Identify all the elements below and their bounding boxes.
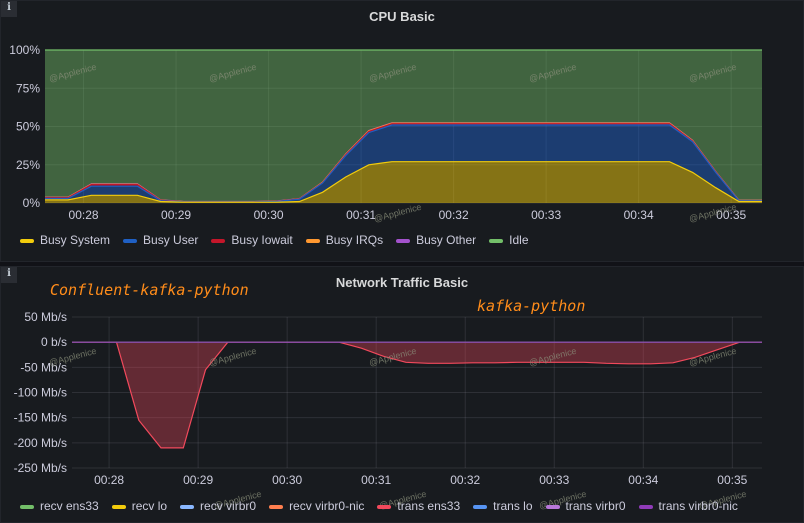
area-busy-user[interactable] [45,125,762,203]
legend-item[interactable]: Busy Iowait [211,233,293,247]
legend-label: Busy User [143,233,199,247]
y-tick-label: -150 Mb/s [14,411,67,425]
area-trans-ens33[interactable] [72,342,762,448]
area-busy-system[interactable] [45,161,762,203]
panel-title[interactable]: Network Traffic Basic [335,275,469,290]
y-tick-label: 100% [9,43,40,57]
legend-label: Busy Other [416,233,477,247]
line-busy-system[interactable] [45,161,762,203]
legend-label: Busy IRQs [325,233,384,247]
legend-item[interactable]: Busy System [20,233,110,247]
legend-swatch [123,238,138,243]
legend-label: recv ens33 [40,499,99,513]
legend-swatch [396,238,411,243]
x-tick-label: 00:30 [254,208,284,222]
y-tick-label: 0% [23,196,41,210]
x-tick-label: 00:31 [361,473,391,487]
legend-item[interactable]: Busy Other [396,233,476,247]
legend-item[interactable]: recv ens33 [20,499,99,513]
x-tick-label: 00:34 [624,208,654,222]
y-tick-label: 25% [16,158,40,172]
y-tick-label: 50% [16,120,40,134]
legend-item[interactable]: trans lo [473,499,533,513]
x-tick-label: 00:33 [539,473,569,487]
legend-swatch [180,504,195,509]
line-busy-user[interactable] [45,124,762,203]
network-traffic-panel: i Network Traffic Basic [0,266,804,523]
legend-swatch [111,504,126,509]
x-tick-label: 00:32 [450,473,480,487]
annotation-kafka-python: kafka-python [477,297,586,315]
legend-swatch [211,238,226,243]
network-legend: recv ens33 recv lo recv virbr0 recv virbr0-… [20,499,751,513]
annotation-confluent-kafka-python: Confluent-kafka-python [50,281,249,299]
watermark: @Applenice [373,202,423,224]
legend-label: recv virbr0-nic [289,499,365,513]
y-tick-label: -200 Mb/s [14,436,67,450]
x-tick-label: 00:31 [346,208,376,222]
legend-swatch [305,238,320,243]
legend-label: trans ens33 [397,499,461,513]
cpu-legend: Busy System Busy User Busy Iowait Busy IRQs… [20,233,542,247]
cpu-chart[interactable]: 0% 25% 50% 75% 100% 00:28 00:29 00:30 00:31 00:32… [0,0,804,262]
line-trans-ens33[interactable] [72,341,762,449]
x-tick-label: 00:34 [628,473,658,487]
legend-label: trans virbr0 [565,499,626,513]
legend-label: Busy System [40,233,111,247]
legend-swatch [20,504,34,509]
legend-swatch [377,504,392,509]
x-tick-label: 00:33 [531,208,561,222]
y-tick-label: 50 Mb/s [24,310,67,324]
x-tick-label: 00:28 [69,208,99,222]
legend-label: Busy Iowait [231,233,293,247]
legend-swatch [545,504,560,509]
legend-item[interactable]: Busy User [123,233,198,247]
legend-item[interactable]: Busy IRQs [305,233,384,247]
x-tick-label: 00:35 [716,208,746,222]
y-tick-label: -50 Mb/s [20,360,67,374]
legend-item[interactable]: recv lo [111,499,168,513]
x-tick-label: 00:35 [717,473,747,487]
legend-label: recv virbr0 [200,499,257,513]
y-tick-label: -250 Mb/s [14,461,67,475]
legend-label: Idle [509,233,529,247]
x-tick-label: 00:29 [183,473,213,487]
legend-item[interactable]: trans ens33 [377,499,460,513]
x-tick-label: 00:30 [272,473,302,487]
legend-item[interactable]: Idle [489,233,529,247]
x-tick-label: 00:29 [161,208,191,222]
legend-item[interactable]: trans virbr0-nic [638,499,738,513]
legend-swatch [489,238,504,243]
info-icon[interactable]: i [1,267,17,283]
y-tick-label: -100 Mb/s [14,386,67,400]
legend-swatch [269,504,284,509]
legend-label: recv lo [131,499,168,513]
legend-swatch [638,504,653,509]
legend-label: trans lo [493,499,533,513]
legend-swatch [473,504,488,509]
legend-label: trans virbr0-nic [658,499,738,513]
network-chart[interactable]: 50 Mb/s 0 b/s -50 Mb/s -100 Mb/s -150 Mb/s -2… [0,266,804,523]
panel-title[interactable]: CPU Basic [369,9,435,24]
info-icon[interactable]: i [1,1,17,17]
x-tick-label: 00:28 [94,473,124,487]
legend-swatch [20,238,34,243]
y-tick-label: 0 b/s [41,335,67,349]
legend-item[interactable]: recv virbr0-nic [269,499,364,513]
legend-item[interactable]: recv virbr0 [180,499,256,513]
area-idle[interactable] [45,50,762,202]
legend-item[interactable]: trans virbr0 [545,499,626,513]
y-tick-label: 75% [16,81,40,95]
x-tick-label: 00:32 [439,208,469,222]
